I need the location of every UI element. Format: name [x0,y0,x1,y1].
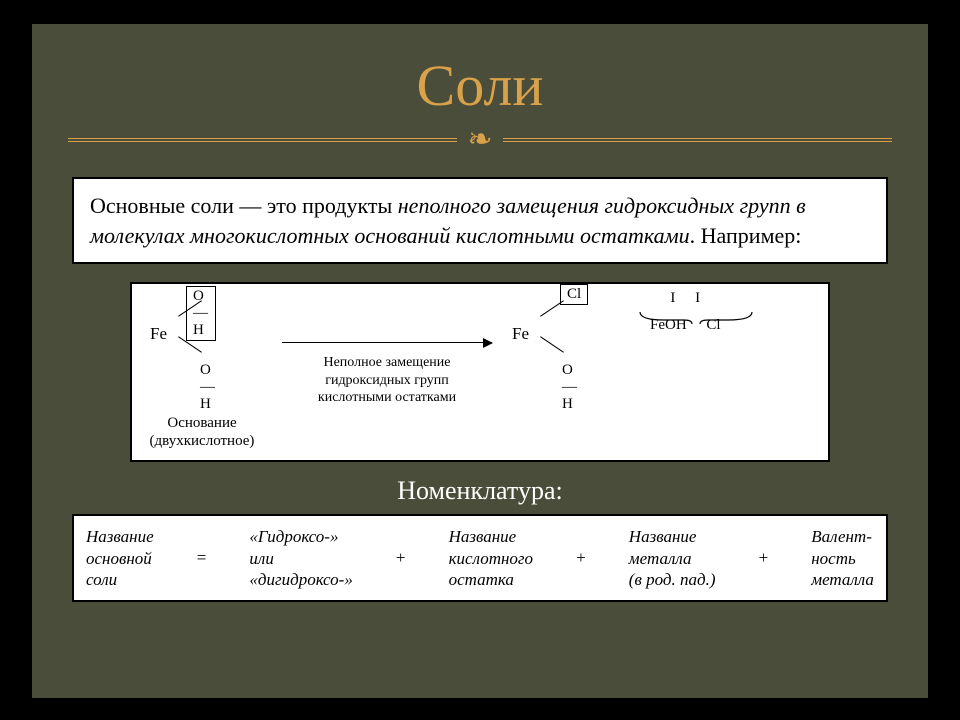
valence-notation: I I FeOH Cl [642,290,729,334]
cl-boxed: Cl [560,284,588,305]
title-ornament: ❧ [32,125,928,155]
nomenclature-formula: Название основной соли = «Гидроксо-» или… [86,526,874,590]
base-caption-l1: Основание [167,415,236,431]
definition-lead: Основные соли — это продукты [90,193,398,218]
ornament-glyph: ❧ [467,125,492,155]
plus-sign: + [392,548,410,568]
brace-icon [636,310,756,326]
fe-symbol: Fe [150,324,167,344]
definition-tail: . Например: [690,223,802,248]
nomen-col-5: Валент- ность металла [811,526,874,590]
nomen-col-4: Название металла (в род. пад.) [629,526,716,590]
slide: Соли ❧ Основные соли — это продукты непо… [32,24,928,698]
ornament-line-right [503,138,892,142]
arrow-caption: Неполное замещение гидроксидных групп ки… [282,354,492,407]
nomenclature-box: Название основной соли = «Гидроксо-» или… [72,514,888,602]
bond-line [540,301,564,317]
ornament-line-left [68,138,457,142]
reaction-diagram: Fe O—H O—H Основание (двухкислотное) Неп… [130,282,830,462]
reactant-caption: Основание (двухкислотное) [132,414,272,450]
nomenclature-heading: Номенклатура: [32,476,928,506]
valence-I: I [670,290,675,307]
reaction-arrow [282,342,492,343]
valence-I: I [695,290,700,307]
equals-sign: = [193,548,211,568]
slide-title: Соли [32,24,928,119]
oh-bottom: O—H [562,362,578,413]
nomen-col-1: Название основной соли [86,526,154,590]
plus-sign: + [572,548,590,568]
oh-top-boxed: O—H [186,286,216,341]
plus-sign: + [755,548,773,568]
arrow-caption-l3: кислотными остатками [318,390,456,405]
arrow-caption-l1: Неполное замещение [323,355,450,370]
bond-line [540,337,564,353]
oh-bottom: O—H [200,362,216,413]
nomen-col-2: «Гидроксо-» или «дигидроксо-» [249,526,352,590]
arrow-caption-l2: гидроксидных групп [325,373,449,388]
base-caption-l2: (двухкислотное) [150,433,255,449]
fe-symbol: Fe [512,324,529,344]
nomen-col-3: Название кислотного остатка [449,526,533,590]
definition-box: Основные соли — это продукты неполного з… [72,177,888,264]
